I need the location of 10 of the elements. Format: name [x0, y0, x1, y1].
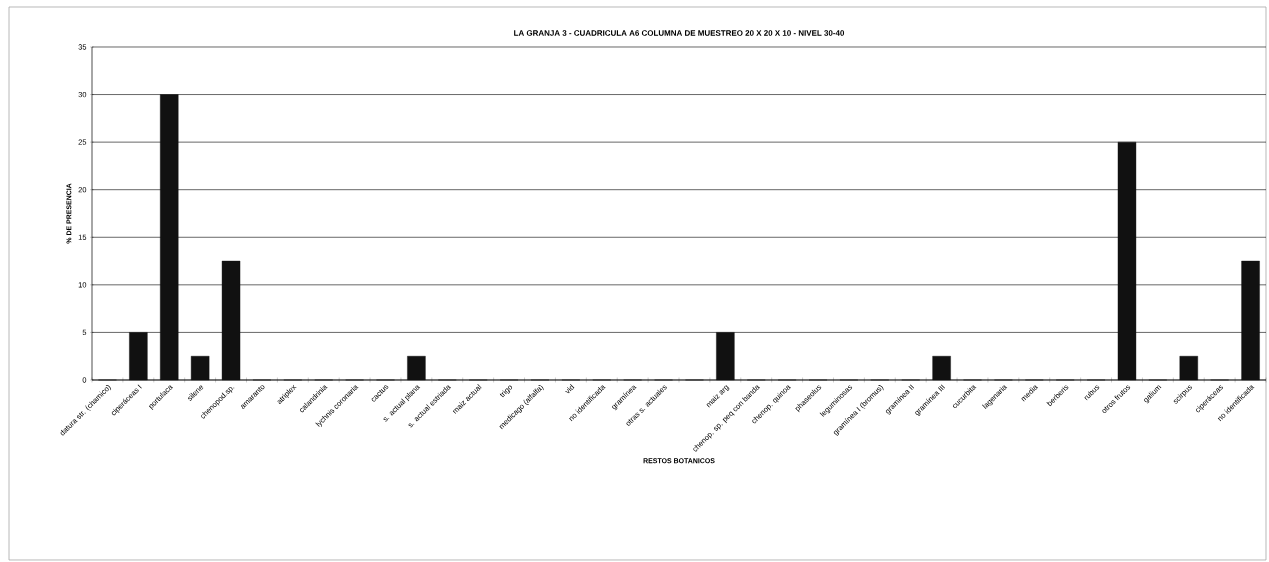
bar [1117, 141, 1137, 381]
bar [190, 356, 210, 381]
bar [1241, 260, 1260, 381]
bar [716, 332, 735, 381]
bar [221, 260, 241, 381]
bar [407, 356, 426, 381]
bar [129, 332, 148, 381]
bar [160, 94, 179, 381]
bar [1179, 356, 1198, 381]
bar [932, 356, 951, 381]
